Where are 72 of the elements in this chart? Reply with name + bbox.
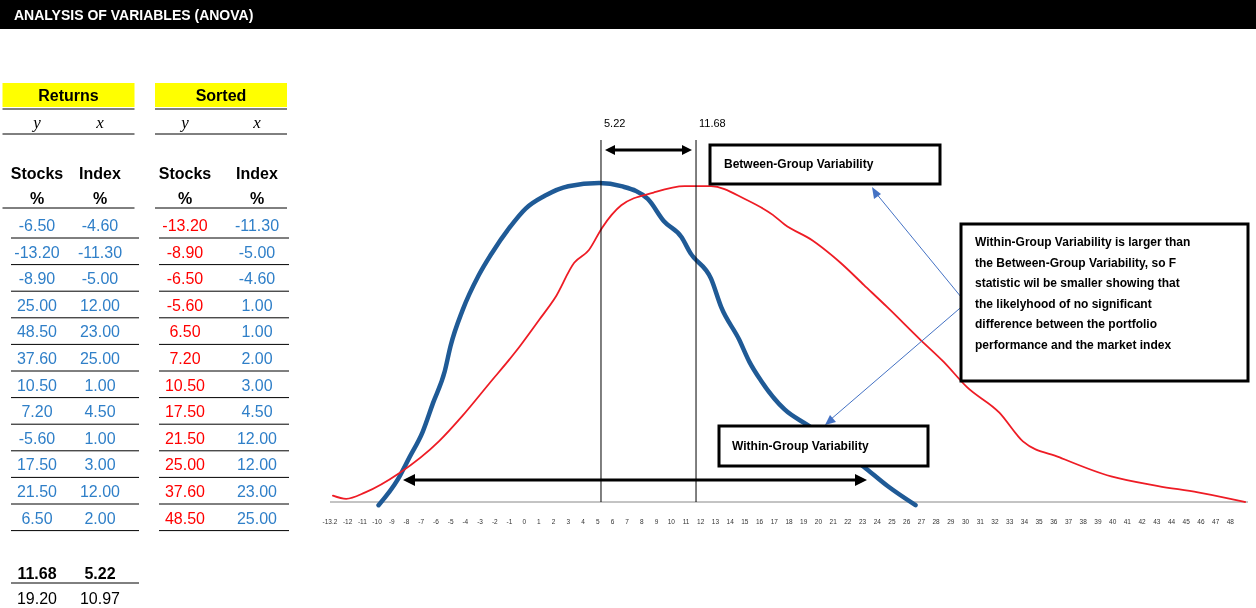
text: 4.50 xyxy=(241,403,273,421)
text: 48.50 xyxy=(164,509,206,527)
text: 25.00 xyxy=(16,296,58,314)
text: 11.68 xyxy=(17,565,57,582)
text: 23.00 xyxy=(236,483,278,500)
text: 17.50 xyxy=(16,456,58,474)
text: 48.50 xyxy=(16,323,58,341)
annotation: Within-Group Variability is larger than the Between-Group Variability, so F statistic wil be smaller showing that the likelyhood of no significant difference between the portfolio performance and the market index xyxy=(975,235,1191,352)
text: 37.60 xyxy=(164,483,206,500)
text: x xyxy=(95,113,105,132)
text: 2.00 xyxy=(241,350,273,367)
text: ANALYSIS OF VARIABLES (ANOVA) xyxy=(14,7,254,23)
text: 3.00 xyxy=(84,456,116,474)
text: -5.00 xyxy=(238,243,276,261)
text: 21.50 xyxy=(164,429,206,447)
text: 25.00 xyxy=(79,350,121,367)
text: 7.20 xyxy=(21,403,53,421)
text: 19.20 xyxy=(16,590,58,607)
text: 6.50 xyxy=(21,509,53,527)
ref-line-label: 11.68 xyxy=(699,117,726,129)
text: 5.22 xyxy=(84,565,116,582)
text: % xyxy=(29,190,45,207)
text: 10.50 xyxy=(16,376,58,394)
text: Returns xyxy=(38,87,99,104)
text: -13.20 xyxy=(14,243,60,261)
text: -11.30 xyxy=(77,243,123,261)
text: 1.00 xyxy=(241,323,273,341)
text: 1.00 xyxy=(241,296,273,314)
text: 6.50 xyxy=(169,323,201,341)
text: 17.50 xyxy=(164,403,206,421)
text: Stocks xyxy=(10,165,64,182)
text: Sorted xyxy=(195,87,247,104)
text: -13.20 xyxy=(162,217,208,234)
text: Index xyxy=(79,165,121,182)
text: 2.00 xyxy=(84,509,116,527)
text: 12.00 xyxy=(236,429,278,447)
text: 10.50 xyxy=(164,376,206,394)
text: -8.90 xyxy=(166,243,204,261)
text: 12.00 xyxy=(79,483,121,500)
text: -6.50 xyxy=(166,270,204,288)
text: x xyxy=(252,113,262,132)
text: 12.00 xyxy=(79,296,121,314)
annotation: Within-Group Variability xyxy=(732,439,869,453)
text: 25.00 xyxy=(236,509,278,527)
text: 23.00 xyxy=(79,323,121,341)
text: % xyxy=(177,190,193,207)
text: 3.00 xyxy=(241,376,273,394)
text: 10.97 xyxy=(79,590,121,607)
text: -4.60 xyxy=(81,217,119,234)
text: % xyxy=(92,190,108,207)
text: Index xyxy=(236,165,278,182)
text: -4.60 xyxy=(238,270,276,288)
text: 7.20 xyxy=(169,350,201,367)
text: 21.50 xyxy=(16,483,58,500)
text: -11.30 xyxy=(234,217,280,234)
text: -8.90 xyxy=(18,270,56,288)
text: 1.00 xyxy=(84,376,116,394)
text: -5.60 xyxy=(18,429,56,447)
text: 12.00 xyxy=(236,456,278,474)
text: Stocks xyxy=(158,165,212,182)
text: y xyxy=(179,113,190,132)
ref-line-label: 5.22 xyxy=(603,117,626,129)
text: 4.50 xyxy=(84,403,116,421)
text: 25.00 xyxy=(164,456,206,474)
text: % xyxy=(249,190,265,207)
text: -6.50 xyxy=(18,217,56,234)
text: 37.60 xyxy=(16,350,58,367)
text: -5.60 xyxy=(166,296,204,314)
text: -5.00 xyxy=(81,270,119,288)
text: Between-Group Variability xyxy=(724,157,874,171)
text: y xyxy=(31,113,42,132)
text: 1.00 xyxy=(84,429,116,447)
